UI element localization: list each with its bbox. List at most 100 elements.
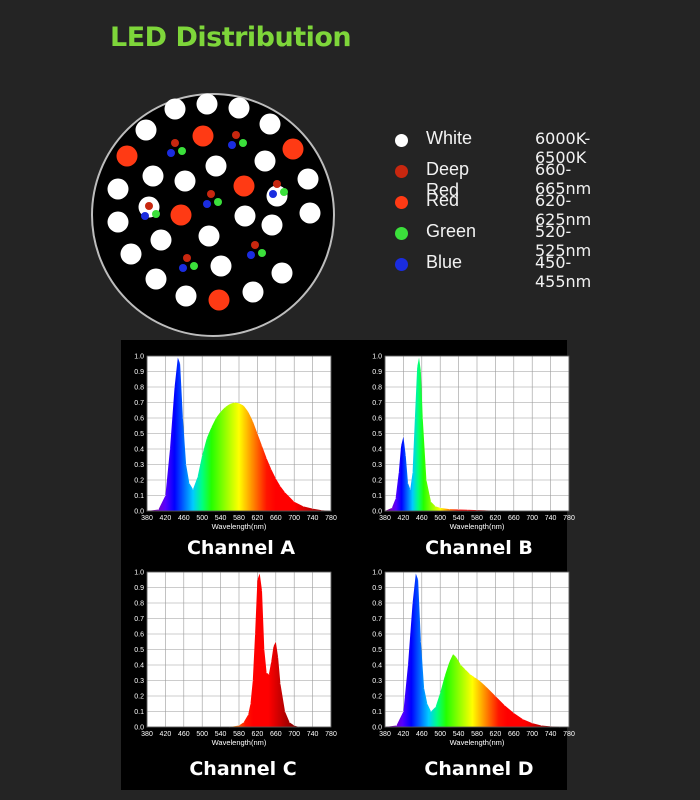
x-tick-label: 620	[490, 731, 502, 738]
spectrum-area	[147, 357, 331, 511]
spectrum-point	[243, 721, 245, 723]
y-tick-label: 0.2	[372, 694, 382, 701]
red-led	[282, 138, 304, 160]
spectrum-point	[531, 722, 533, 724]
y-tick-label: 0.9	[134, 585, 144, 592]
y-tick-label: 0.7	[134, 400, 144, 407]
spectrum-point	[464, 669, 467, 671]
spectrum-point	[448, 508, 450, 510]
spectrum-point	[469, 673, 471, 675]
spectrum-point	[182, 417, 184, 419]
spectrum-point	[238, 724, 240, 727]
spectrum-point	[426, 703, 428, 705]
y-tick-label: 0.0	[372, 509, 382, 516]
spectrum-point	[266, 672, 268, 674]
chart-channel-c: 0.0 0.1 0.2 0.3 0.4 0.5 0.6 0.7 0.8 0.9 1.0 380 420 4…	[129, 564, 337, 752]
white-led	[196, 93, 218, 115]
white-led	[142, 165, 164, 187]
y-tick-label: 0.5	[134, 647, 144, 654]
spectrum-point	[409, 488, 411, 490]
spectrum-point	[197, 476, 199, 478]
x-tick-label: 460	[178, 731, 190, 738]
legend-dot-red	[395, 196, 408, 209]
x-tick-label: 740	[545, 515, 557, 522]
y-tick-label: 1.0	[134, 354, 144, 361]
spectrum-point	[407, 482, 409, 484]
chart-channel-b: 0.0 0.1 0.2 0.3 0.4 0.5 0.6 0.7 0.8 0.9 1.0 380 420 4…	[367, 348, 575, 536]
spectrum-point	[435, 505, 437, 507]
spectrum-point	[206, 437, 208, 439]
white-led	[107, 211, 129, 233]
x-tick-label: 540	[215, 515, 227, 522]
green-led	[190, 262, 198, 270]
spectrum-point	[522, 718, 524, 720]
spectrum-point	[268, 673, 270, 675]
deep-red-led	[273, 180, 281, 188]
spectrum-point	[394, 498, 397, 500]
x-tick-label: 780	[325, 515, 337, 522]
spectrum-point	[279, 683, 281, 685]
deep-red-led	[171, 139, 179, 147]
spectrum-point	[210, 426, 212, 428]
legend-dot-deep-red	[395, 165, 408, 178]
spectrum-point	[425, 479, 427, 481]
spectrum-point	[420, 641, 422, 643]
spectrum-area	[385, 357, 496, 511]
y-tick-label: 0.3	[372, 462, 382, 469]
spectrum-point	[422, 417, 424, 419]
legend-name: Red	[426, 190, 460, 210]
spectrum-point	[238, 402, 240, 404]
white-led	[205, 155, 227, 177]
spectrum-point	[293, 501, 295, 503]
y-tick-label: 0.5	[134, 431, 144, 438]
spectrum-point	[494, 695, 496, 697]
x-tick-label: 700	[288, 731, 300, 738]
blue-led	[228, 141, 236, 149]
red-led	[208, 289, 230, 311]
x-tick-label: 780	[325, 731, 337, 738]
legend-range: 520-525nm	[535, 222, 592, 260]
channel-label: Channel A	[186, 537, 296, 559]
spectrum-point	[275, 641, 277, 643]
x-tick-label: 660	[508, 731, 520, 738]
y-tick-label: 1.0	[372, 570, 382, 577]
y-tick-label: 0.2	[372, 478, 382, 485]
spectrum-point	[279, 485, 281, 487]
legend-dot-green	[395, 227, 408, 240]
x-tick-label: 420	[160, 515, 172, 522]
spectrum-point	[174, 386, 176, 388]
white-led	[271, 262, 293, 284]
x-axis-label: Wavelength(nm)	[212, 738, 267, 747]
spectrum-point	[284, 710, 286, 713]
spectrum-point	[414, 417, 416, 419]
spectrum-point	[420, 370, 422, 373]
x-tick-label: 460	[416, 731, 428, 738]
y-tick-label: 0.5	[372, 647, 382, 654]
spectrum-point	[405, 454, 407, 456]
spectrum-point	[458, 508, 460, 511]
legend-range: 620-625nm	[535, 191, 592, 229]
spectrum-point	[430, 710, 432, 713]
spectrum-point	[293, 724, 295, 727]
spectrum-point	[417, 579, 419, 581]
spectrum-point	[164, 494, 166, 497]
x-tick-label: 420	[160, 731, 172, 738]
x-tick-label: 580	[471, 515, 483, 522]
spectrum-point	[452, 653, 454, 655]
green-led	[152, 210, 160, 218]
x-axis-label: Wavelength(nm)	[450, 738, 505, 747]
spectrum-point	[185, 463, 187, 466]
spectrum-point	[391, 507, 393, 509]
x-tick-label: 580	[471, 731, 483, 738]
page-title: LED Distribution	[110, 22, 352, 53]
led-distribution-diagram	[91, 93, 335, 337]
spectrum-point	[321, 509, 323, 511]
y-tick-label: 0.7	[372, 400, 382, 407]
spectrum-point	[412, 471, 414, 473]
y-tick-label: 0.6	[134, 632, 144, 639]
x-tick-label: 620	[252, 515, 264, 522]
spectrum-point	[201, 454, 203, 456]
white-led	[297, 168, 319, 190]
y-tick-label: 0.6	[372, 632, 382, 639]
x-tick-label: 700	[288, 515, 300, 522]
